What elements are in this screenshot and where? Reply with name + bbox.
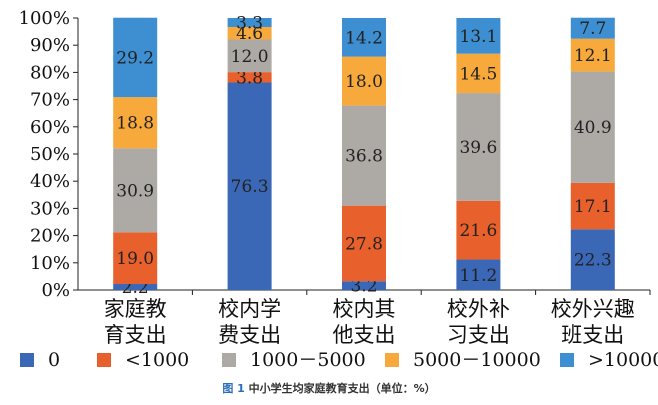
bar-segment [113,148,158,233]
data-label: 14.5 [459,64,497,84]
data-label: 3.8 [236,68,263,88]
bar-segment [227,26,272,40]
data-label: 30.9 [116,181,154,201]
x-tick-label: 家庭教 [104,297,167,321]
data-label: 22.3 [574,251,612,271]
data-label: 36.8 [345,147,383,167]
legend-label: <1000 [125,349,189,371]
figure-caption: 图 1 中小学生均家庭教育支出（单位：%） [0,380,658,396]
x-tick-label: 校外兴趣 [551,297,635,321]
data-label: 3.2 [350,277,377,297]
bar-segment [113,232,158,285]
y-tick-label: 10% [30,253,70,274]
bar-segment [227,39,272,73]
legend-label: 5000－10000 [413,349,541,371]
bar-segment [570,182,615,230]
legend-swatch [560,353,574,367]
x-tick-label: 费支出 [218,323,281,347]
legend-swatch [97,353,111,367]
x-tick-label: 班支出 [561,323,624,347]
y-tick-label: 80% [30,62,70,83]
y-tick-label: 40% [30,171,70,192]
data-label: 19.0 [116,249,154,269]
bar-segment [342,18,386,57]
data-label: 27.8 [345,234,383,254]
bar-segment [456,18,501,54]
y-tick-label: 20% [30,226,70,247]
x-tick-label: 校内学 [218,297,281,321]
data-label: 3.3 [236,13,263,33]
bar-segment [113,17,158,98]
legend-label: 1000－5000 [250,349,366,371]
x-tick-label: 育支出 [104,323,167,347]
y-tick-label: 70% [30,90,70,111]
x-tick-label: 他支出 [333,323,396,347]
x-tick-label: 校内其 [333,297,396,321]
bar-segment [570,38,615,72]
chart-canvas: 0%10%20%30%40%50%60%70%80%90%100%2.219.0… [19,8,658,371]
bar-segment [227,72,272,83]
y-tick-label: 60% [30,117,70,138]
figure-number: 图 1 [222,382,245,395]
bar-segment [227,82,272,291]
x-tick-label: 习支出 [447,323,510,347]
data-label: 11.2 [459,266,497,286]
legend-label: >10000 [588,349,658,371]
data-label: 13.1 [459,27,497,47]
data-label: 18.0 [345,72,383,92]
bar-segment [113,97,158,149]
bar-segment [342,205,386,282]
data-label: 17.1 [574,197,612,217]
data-label: 12.1 [574,46,612,66]
legend-swatch [20,353,34,367]
bar-segment [227,18,272,27]
figure-caption-text: 中小学生均家庭教育支出（单位：%） [248,382,436,395]
y-tick-label: 90% [30,35,70,56]
bar-segment [113,284,158,290]
bar-segment [456,259,501,290]
y-tick-label: 100% [19,8,70,29]
y-tick-label: 0% [41,280,70,301]
data-label: 7.7 [579,19,606,39]
data-label: 4.6 [236,24,263,44]
legend-swatch [385,353,399,367]
data-label: 14.2 [345,28,383,48]
y-tick-label: 50% [30,144,70,165]
legend-label: 0 [48,349,60,371]
data-label: 40.9 [574,118,612,138]
bar-segment [570,229,615,290]
bar-segment [342,281,386,290]
bar-segment [456,200,501,260]
data-label: 39.6 [459,138,497,158]
bar-segment [570,71,615,183]
bar-segment [342,105,386,206]
data-label: 76.3 [231,177,269,197]
data-label: 21.6 [459,221,497,241]
bar-segment [456,53,501,94]
bar-segment [342,56,386,106]
data-label: 12.0 [231,47,269,67]
legend-swatch [222,353,236,367]
data-label: 18.8 [116,114,154,134]
x-tick-label: 校外补 [447,297,510,321]
data-label: 29.2 [116,48,154,68]
y-tick-label: 30% [30,198,70,219]
bar-segment [456,93,501,201]
bar-segment [570,17,615,39]
